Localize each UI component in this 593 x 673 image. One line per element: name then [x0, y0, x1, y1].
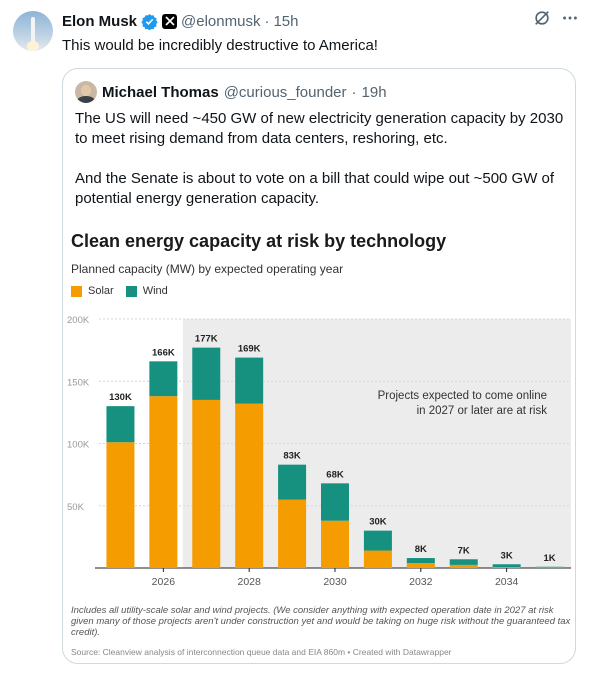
- bar-total-label: 68K: [326, 469, 344, 480]
- bar-total-label: 169K: [238, 344, 261, 355]
- tweet-text: This would be incredibly destructive to …: [62, 37, 378, 54]
- bar-total-label: 166K: [152, 347, 175, 358]
- header-separator: ·: [264, 12, 270, 30]
- chart-subtitle: Planned capacity (MW) by expected operat…: [71, 262, 344, 276]
- x-tick-label: 2028: [238, 576, 262, 588]
- bar-solar: [149, 396, 178, 568]
- author-name[interactable]: Elon Musk: [62, 12, 138, 30]
- bar-wind: [192, 347, 221, 400]
- x-tick-label: 2034: [495, 576, 519, 588]
- bar-wind: [321, 483, 349, 521]
- chart-footnote: Includes all utility-scale solar and win…: [71, 605, 571, 638]
- bar-total-label: 1K: [543, 553, 555, 564]
- tweet-actions: [533, 9, 579, 27]
- bar-solar: [363, 550, 392, 568]
- chart-legend: Solar Wind: [71, 285, 168, 297]
- legend-label-wind: Wind: [142, 285, 168, 297]
- y-tick-label: 100K: [67, 440, 90, 451]
- bar-total-label: 130K: [109, 392, 132, 403]
- quote-author-avatar[interactable]: [75, 81, 97, 103]
- quoted-tweet[interactable]: Michael Thomas @curious_founder · 19h Th…: [62, 68, 576, 664]
- quote-separator: ·: [351, 83, 357, 101]
- bar-solar: [406, 563, 435, 568]
- bar-total-label: 3K: [501, 550, 513, 561]
- verified-badge-icon: [141, 13, 158, 30]
- bar-wind: [363, 530, 392, 551]
- quote-author-name[interactable]: Michael Thomas: [102, 83, 219, 101]
- author-avatar[interactable]: [13, 11, 53, 51]
- y-tick-label: 150K: [67, 377, 90, 388]
- x-tick-label: 2032: [409, 576, 433, 588]
- legend-label-solar: Solar: [88, 285, 114, 297]
- chart-title: Clean energy capacity at risk by technol…: [71, 231, 447, 251]
- bar-wind: [492, 564, 521, 568]
- author-handle[interactable]: @elonmusk: [181, 12, 261, 30]
- quote-author-handle[interactable]: @curious_founder: [223, 83, 347, 101]
- rocket-icon: [31, 17, 35, 43]
- bar-total-label: 7K: [458, 545, 470, 556]
- bar-wind: [535, 566, 564, 568]
- chart-annotation-line-2: in 2027 or later are at risk: [417, 405, 548, 417]
- y-tick-label: 200K: [67, 315, 90, 326]
- bar-wind: [406, 558, 435, 564]
- bar-solar: [235, 403, 264, 568]
- legend-swatch-solar: [71, 285, 82, 297]
- grok-icon[interactable]: [533, 9, 551, 27]
- chart-image[interactable]: Clean energy capacity at risk by technol…: [63, 219, 575, 663]
- x-affiliate-icon: [162, 13, 178, 29]
- tweet-time[interactable]: 15h: [273, 12, 299, 30]
- bar-wind: [278, 464, 307, 500]
- bar-wind: [106, 406, 135, 443]
- bar-solar: [535, 567, 564, 568]
- chart-source: Source: Cleanview analysis of interconne…: [71, 647, 452, 657]
- bar-wind: [235, 357, 264, 404]
- bar-solar: [192, 399, 221, 568]
- quote-paragraph-1: The US will need ~450 GW of new electric…: [75, 110, 564, 147]
- legend-swatch-wind: [125, 285, 137, 297]
- bar-solar: [449, 564, 478, 568]
- chart-plot: 50K 100K 150K 200K 130K 166K 177K 169K 83K 68K 30K…: [67, 315, 571, 588]
- x-tick-label: 2026: [152, 576, 176, 588]
- y-tick-label: 50K: [67, 502, 85, 513]
- bar-solar: [492, 567, 521, 568]
- chart-annotation-line-1: Projects expected to come online: [378, 390, 547, 402]
- bar-total-label: 30K: [369, 517, 387, 528]
- tweet-header: Elon Musk @elonmusk · 15h: [62, 11, 298, 31]
- bar-total-label: 8K: [415, 544, 427, 555]
- bar-wind: [449, 559, 478, 565]
- bar-solar: [321, 520, 349, 568]
- bar-solar: [106, 442, 135, 568]
- quote-paragraph-2: And the Senate is about to vote on a bil…: [75, 170, 555, 207]
- quote-header: Michael Thomas @curious_founder · 19h: [75, 81, 387, 103]
- x-tick-label: 2030: [323, 576, 347, 588]
- bar-total-label: 177K: [195, 334, 218, 345]
- rocket-plume: [27, 41, 39, 51]
- quote-text: The US will need ~450 GW of new electric…: [75, 109, 565, 229]
- bar-total-label: 83K: [283, 451, 301, 462]
- quote-time[interactable]: 19h: [361, 83, 387, 101]
- bar-solar: [278, 499, 307, 568]
- more-options-icon[interactable]: [561, 9, 579, 27]
- bar-wind: [149, 361, 178, 397]
